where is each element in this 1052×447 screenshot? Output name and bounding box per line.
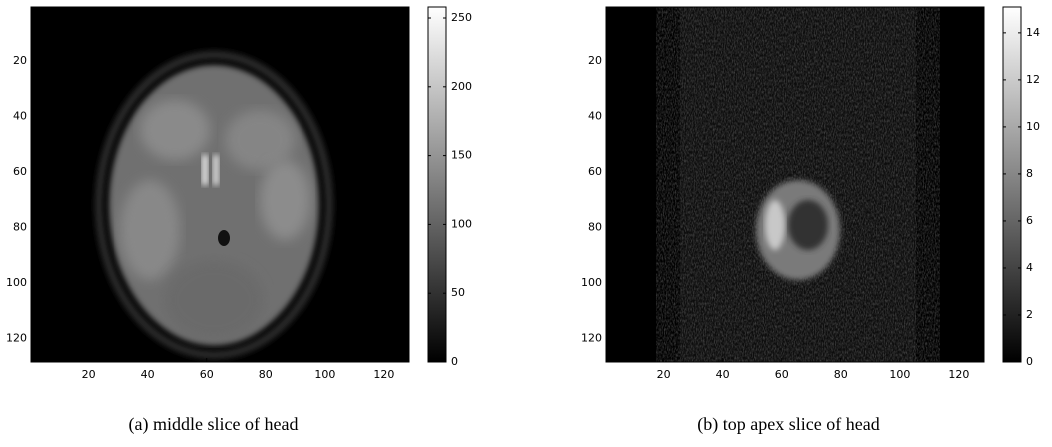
colorbar-tick-label: 2: [1026, 308, 1033, 321]
colorbar-tick-label: 14: [1026, 26, 1040, 39]
y-tick-label: 20: [13, 54, 27, 67]
x-tick-label: 100: [314, 368, 335, 381]
image-a: [31, 7, 409, 362]
x-tick-label: 120: [373, 368, 394, 381]
y-tick-label: 40: [588, 110, 602, 123]
colorbar-tick-label: 0: [451, 355, 458, 368]
colorbar-tick-label: 250: [451, 11, 472, 24]
axes-box: [605, 6, 985, 363]
x-tick-label: 100: [889, 368, 910, 381]
x-tick-label: 80: [259, 368, 273, 381]
y-tick-label: 60: [588, 165, 602, 178]
x-tick-label: 80: [834, 368, 848, 381]
y-tick-label: 100: [581, 276, 602, 289]
colorbar: [1002, 6, 1022, 363]
y-tick-label: 60: [13, 165, 27, 178]
x-tick-label: 20: [657, 368, 671, 381]
colorbar-tick-label: 10: [1026, 120, 1040, 133]
colorbar-tick-label: 6: [1026, 214, 1033, 227]
y-tick-label: 40: [13, 110, 27, 123]
colorbar-tick-label: 100: [451, 217, 472, 230]
colorbar-tick-label: 0: [1026, 355, 1033, 368]
colorbar: [427, 6, 447, 363]
colorbar-tick-label: 200: [451, 80, 472, 93]
x-tick-label: 40: [141, 368, 155, 381]
y-tick-label: 80: [13, 220, 27, 233]
colorbar-tick-label: 12: [1026, 73, 1040, 86]
caption: (a) middle slice of head: [129, 414, 299, 435]
axes-box: [30, 6, 410, 363]
colorbar-tick-label: 4: [1026, 261, 1033, 274]
colorbar-tick-label: 150: [451, 149, 472, 162]
y-tick-label: 100: [6, 276, 27, 289]
colorbar-tick-label: 8: [1026, 167, 1033, 180]
image-b: [606, 7, 984, 362]
x-tick-label: 20: [82, 368, 96, 381]
x-tick-label: 120: [948, 368, 969, 381]
x-tick-label: 40: [716, 368, 730, 381]
y-tick-label: 20: [588, 54, 602, 67]
y-tick-label: 120: [6, 331, 27, 344]
colorbar-tick-label: 50: [451, 286, 465, 299]
y-tick-label: 120: [581, 331, 602, 344]
y-tick-label: 80: [588, 220, 602, 233]
x-tick-label: 60: [775, 368, 789, 381]
caption: (b) top apex slice of head: [697, 414, 879, 435]
x-tick-label: 60: [200, 368, 214, 381]
